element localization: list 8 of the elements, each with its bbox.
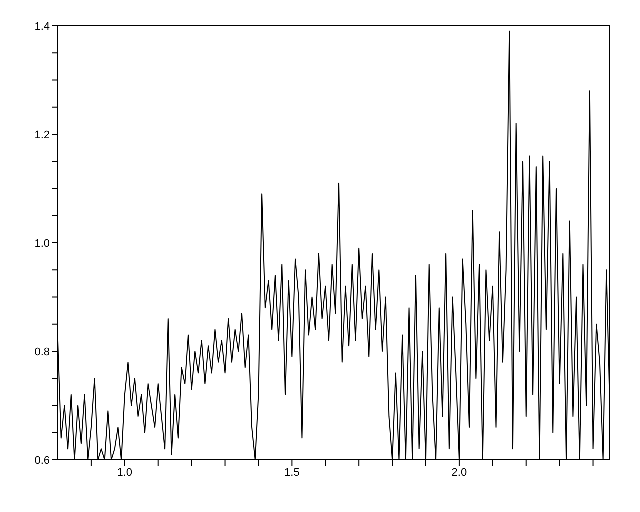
x-tick-label: 2.0: [452, 466, 468, 479]
x-tick-label: 1.0: [117, 466, 133, 479]
y-tick-label: 1.0: [34, 238, 50, 250]
y-tick-label: 1.2: [34, 129, 50, 142]
x-tick-label: 1.5: [284, 466, 300, 479]
y-tick-label: 0.6: [34, 454, 50, 467]
y-tick-label: 0.8: [34, 346, 50, 358]
y-tick-label: 1.4: [34, 20, 50, 33]
